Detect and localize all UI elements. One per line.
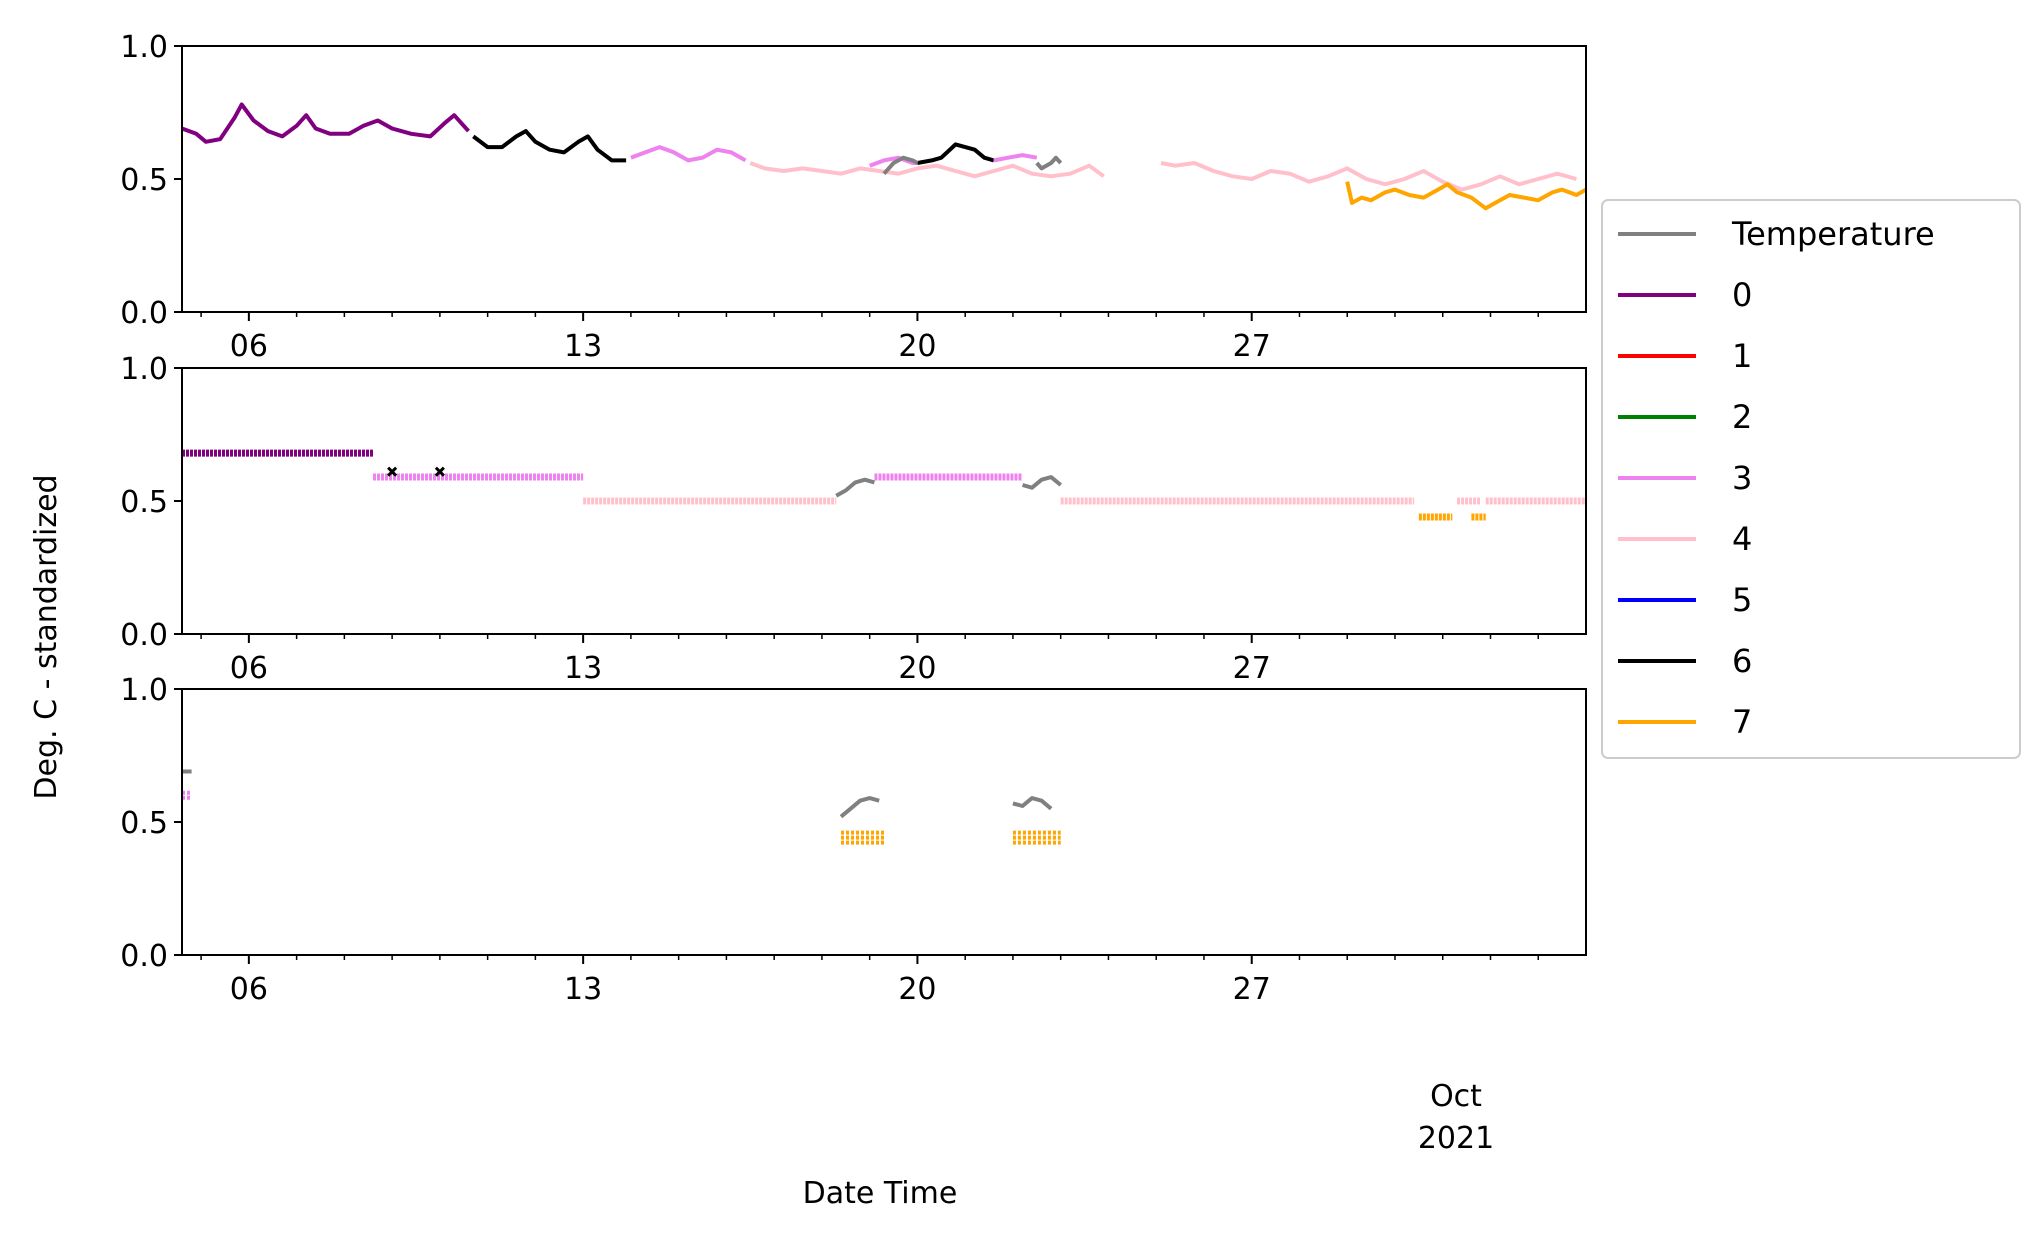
y-tick-label: 1.0 (120, 30, 168, 65)
y-tick-label: 0.5 (120, 806, 168, 841)
x-tick-label: 27 (1233, 329, 1271, 364)
series-7-line (1345, 181, 1586, 211)
y-tick-label: 0.0 (120, 296, 168, 331)
plot-area (182, 449, 1586, 521)
series-temperature-line (882, 155, 919, 176)
series-temperature-line (835, 477, 875, 498)
legend-item: 2 (1618, 398, 1752, 436)
series-temperature-line (1021, 475, 1062, 490)
subplots: 0.0 0.5 1.0 06 13 20 27 0.0 0.5 1.0 06 13 20 27 0.0 0.5… (120, 30, 1587, 1007)
x-tick-label: 20 (898, 972, 936, 1007)
series-3-line (630, 145, 747, 163)
legend-label: 6 (1732, 642, 1752, 680)
series-6-line (917, 142, 995, 165)
subplot-2: 0.0 0.5 1.0 06 13 20 27 (120, 352, 1587, 686)
series-6-point (387, 466, 398, 477)
legend-label: 2 (1732, 398, 1752, 436)
legend-item: 0 (1618, 276, 1752, 314)
series-temperature-line (1012, 796, 1053, 811)
legend-item: 4 (1618, 520, 1752, 558)
x-tick-label: 06 (230, 972, 268, 1007)
x-tick-label: 13 (564, 329, 602, 364)
x-tick-label: 13 (564, 651, 602, 686)
x-tick-label: 27 (1233, 651, 1271, 686)
series-6-line (472, 129, 627, 163)
legend-item: 7 (1618, 703, 1752, 741)
series-4-line (1160, 161, 1577, 192)
y-tick-label: 0.0 (120, 618, 168, 653)
legend-label: 0 (1732, 276, 1752, 314)
x-tick-label: 20 (898, 651, 936, 686)
legend-label: 7 (1732, 703, 1752, 741)
series-0-line (182, 102, 470, 144)
x-tick-label: 06 (230, 329, 268, 364)
x-tick-label: 06 (230, 651, 268, 686)
x-tick-label: 27 (1233, 972, 1271, 1007)
plot-area (182, 769, 1061, 845)
series-temperature-line (1035, 155, 1063, 171)
year-label: 2021 (1418, 1121, 1494, 1156)
legend-label: 1 (1732, 337, 1752, 375)
legend-item: 3 (1618, 459, 1752, 497)
y-tick-label: 1.0 (120, 673, 168, 708)
x-tick-label: 20 (898, 329, 936, 364)
legend-item: 5 (1618, 581, 1752, 619)
series-6-point (434, 466, 445, 477)
legend: Temperature 0 1 2 3 4 5 6 7 (1601, 199, 2021, 759)
series-7-points (841, 830, 884, 845)
plot-area (182, 102, 1586, 211)
month-label: Oct (1430, 1079, 1482, 1114)
subplot-3: 0.0 0.5 1.0 06 13 20 27 (120, 673, 1587, 1007)
legend-item: Temperature (1618, 215, 1935, 253)
series-temperature-line (839, 796, 880, 819)
legend-label: Temperature (1731, 215, 1935, 253)
legend-item: 6 (1618, 642, 1752, 680)
y-axis-label: Deg. C - standardized (29, 474, 64, 799)
x-tick-label: 13 (564, 972, 602, 1007)
legend-item: 1 (1618, 337, 1752, 375)
x-axis-label: Date Time (803, 1176, 958, 1211)
legend-box (1601, 199, 2021, 759)
y-tick-label: 0.0 (120, 939, 168, 974)
series-3-points (182, 790, 192, 800)
series-4-line (749, 161, 1105, 179)
series-7-points (1012, 830, 1061, 845)
legend-label: 3 (1732, 459, 1752, 497)
y-tick-label: 0.5 (120, 163, 168, 198)
y-tick-label: 0.5 (120, 485, 168, 520)
y-tick-label: 1.0 (120, 352, 168, 387)
subplot-1: 0.0 0.5 1.0 06 13 20 27 (120, 30, 1587, 364)
series-3-line (993, 153, 1038, 163)
legend-label: 5 (1732, 581, 1752, 619)
legend-label: 4 (1732, 520, 1752, 558)
